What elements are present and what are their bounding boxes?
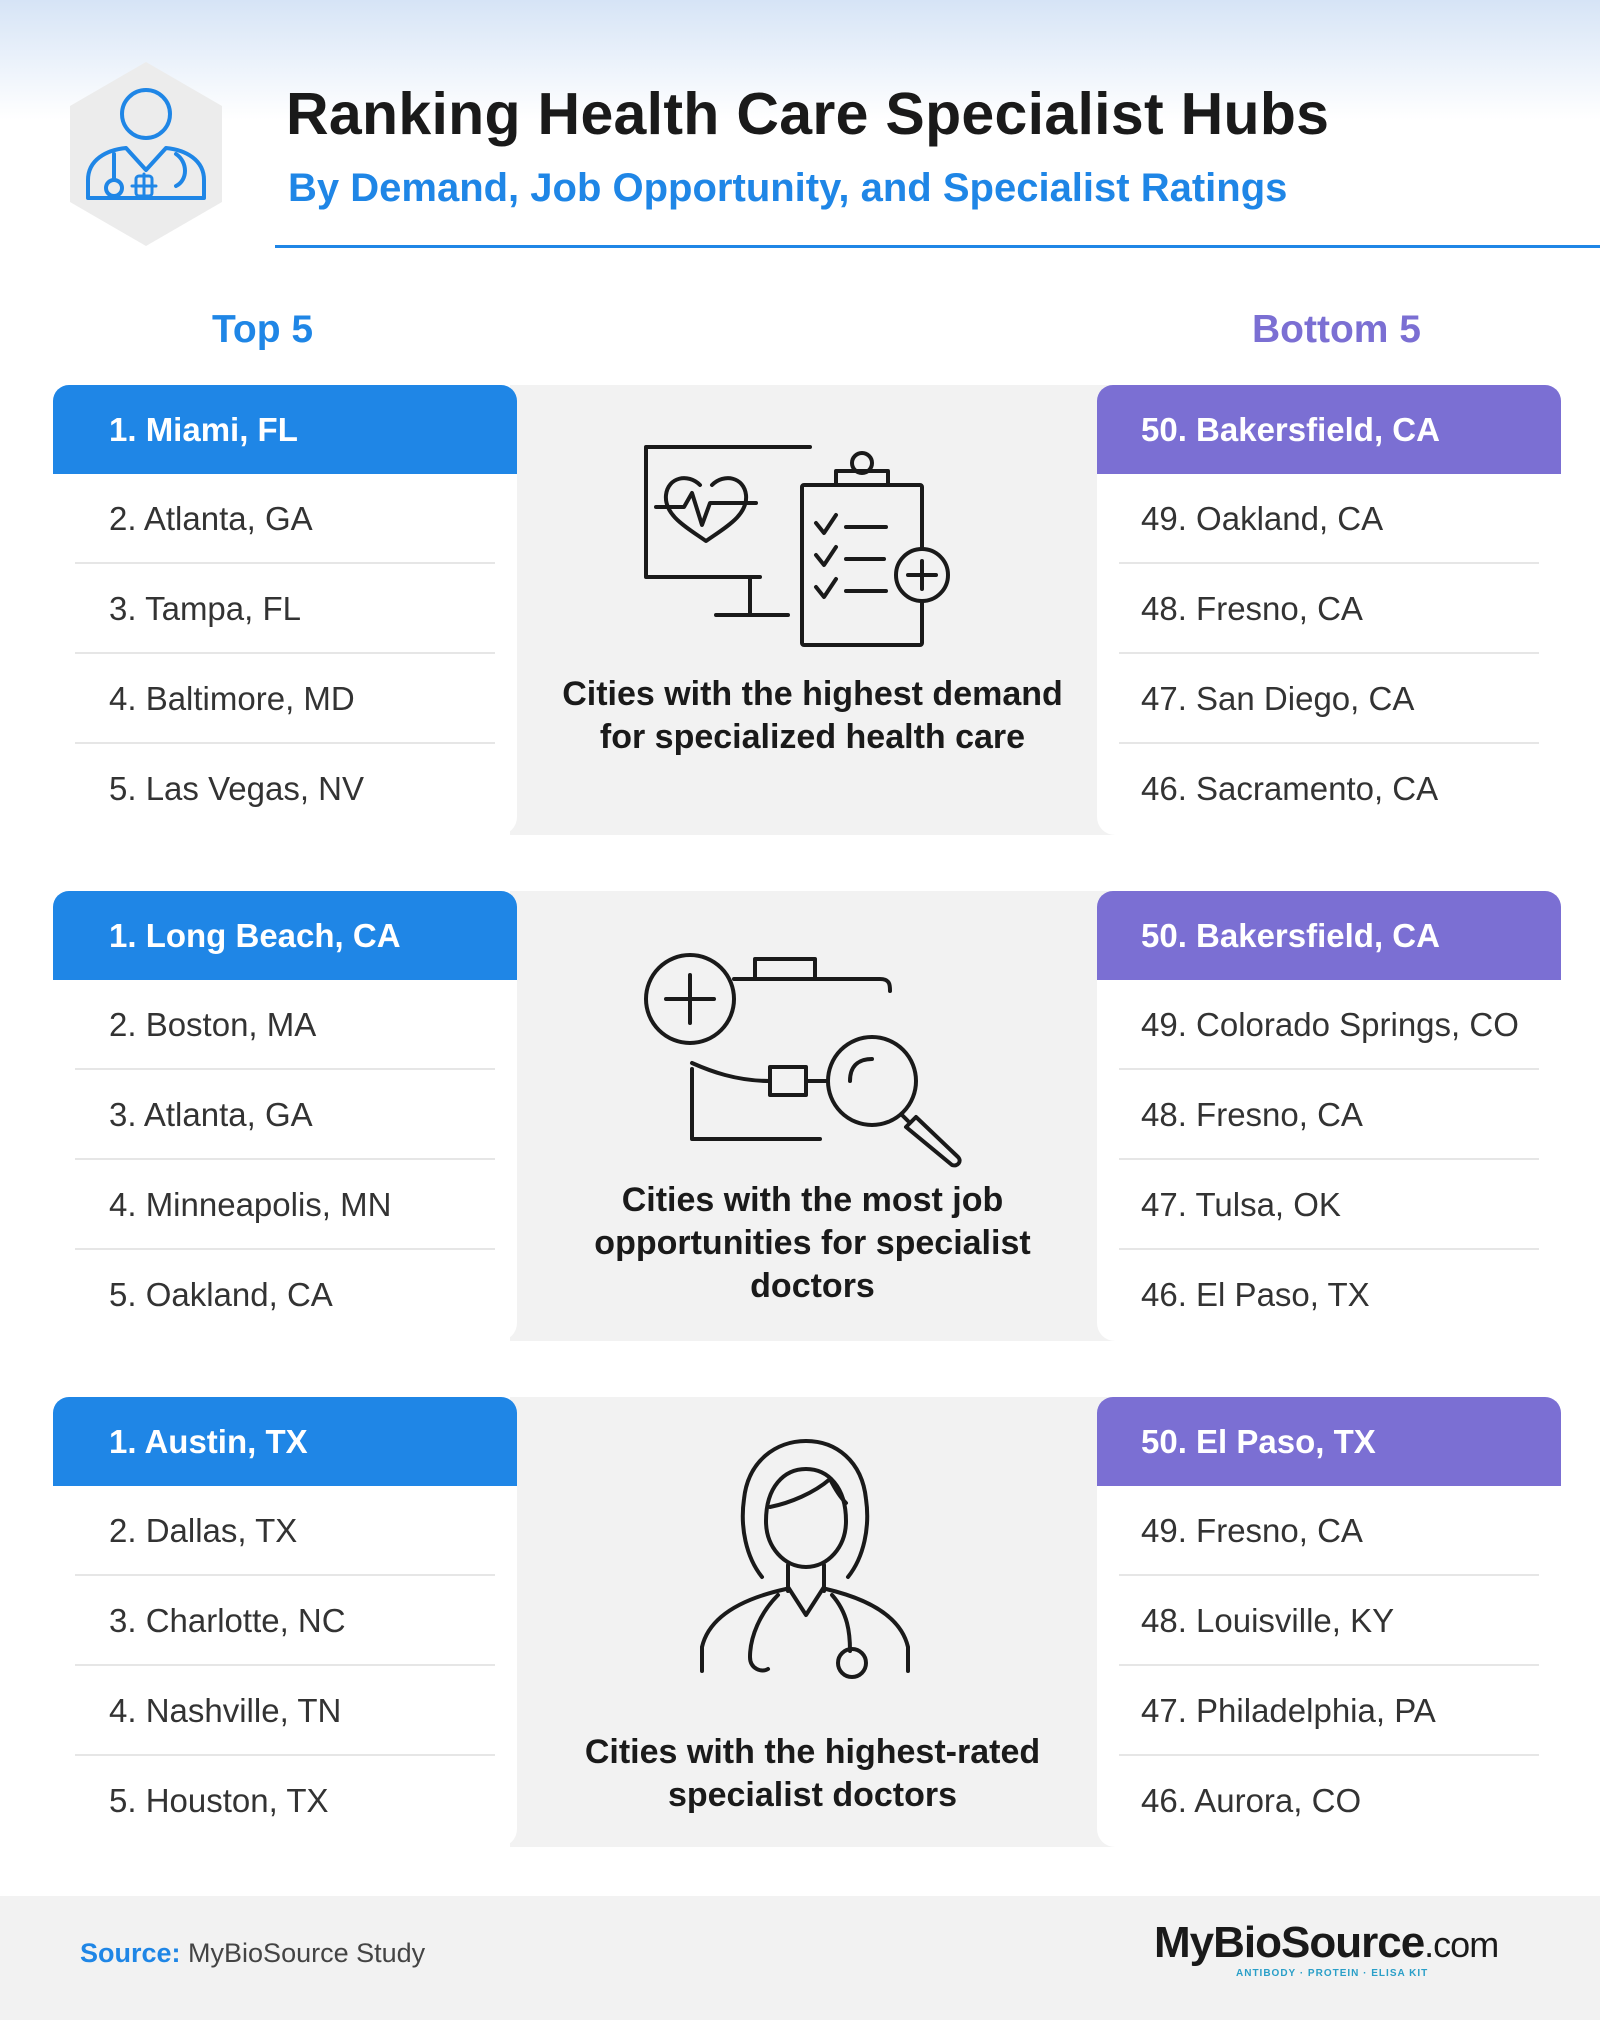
list-item: 4. Baltimore, MD — [53, 654, 517, 744]
top-5-list: 1. Long Beach, CA 2. Boston, MA 3. Atlan… — [53, 891, 517, 1341]
list-item: 5. Oakland, CA — [109, 1276, 333, 1313]
list-item: 46. Sacramento, CA — [1141, 770, 1439, 807]
bottom-5-list: 50. El Paso, TX 49. Fresno, CA 48. Louis… — [1097, 1397, 1561, 1847]
female-doctor-icon — [700, 1439, 910, 1679]
list-item: 5. Houston, TX — [109, 1782, 329, 1819]
list-item: 2. Dallas, TX — [53, 1486, 517, 1576]
source-text: MyBioSource Study — [188, 1938, 426, 1968]
top-5-list: 1. Miami, FL 2. Atlanta, GA 3. Tampa, FL… — [53, 385, 517, 835]
source-note: Source: MyBioSource Study — [80, 1938, 425, 1969]
bottom-5-list: 50. Bakersfield, CA 49. Colorado Springs… — [1097, 891, 1561, 1341]
logo-main: MyBioSource — [1154, 1918, 1425, 1967]
list-item: 46. Aurora, CO — [1141, 1782, 1362, 1819]
section-caption: Cities with the highest-rated specialist… — [584, 1733, 1041, 1814]
section-caption: Cities with the highest demand for speci… — [562, 675, 1063, 756]
list-item: 47. Philadelphia, PA — [1097, 1666, 1561, 1756]
list-item: 2. Atlanta, GA — [53, 474, 517, 564]
section-demand: 1. Miami, FL 2. Atlanta, GA 3. Tampa, FL… — [0, 385, 1600, 835]
list-item-rank-1: 1. Austin, TX — [53, 1397, 517, 1486]
doctor-icon — [70, 62, 222, 246]
mybiosource-logo: MyBioSource.com ANTIBODY · PROTEIN · ELI… — [1154, 1918, 1524, 1988]
list-item-rank-1: 1. Miami, FL — [53, 385, 517, 474]
page-subtitle: By Demand, Job Opportunity, and Speciali… — [288, 166, 1288, 210]
list-item: 4. Nashville, TN — [53, 1666, 517, 1756]
center-panel — [510, 1397, 1115, 1847]
logo-wordmark: MyBioSource.com — [1154, 1918, 1499, 1968]
top-gradient — [0, 0, 1600, 120]
logo-tagline: ANTIBODY · PROTEIN · ELISA KIT — [1236, 1968, 1429, 1979]
monitor-clipboard-icon — [644, 445, 950, 647]
top-5-heading: Top 5 — [212, 308, 314, 351]
bottom-5-heading: Bottom 5 — [1252, 308, 1421, 351]
list-item-rank-50: 50. Bakersfield, CA — [1097, 891, 1561, 980]
section-caption: Cities with the most job opportunities f… — [594, 1181, 1031, 1305]
center-panel — [510, 385, 1115, 835]
section-job-opportunity: 1. Long Beach, CA 2. Boston, MA 3. Atlan… — [0, 891, 1600, 1341]
list-item: 46. El Paso, TX — [1141, 1276, 1370, 1313]
list-item: 49. Oakland, CA — [1097, 474, 1561, 564]
list-item: 48. Fresno, CA — [1097, 1070, 1561, 1160]
list-item: 3. Charlotte, NC — [53, 1576, 517, 1666]
list-item: 47. San Diego, CA — [1097, 654, 1561, 744]
logo-suffix: .com — [1424, 1924, 1499, 1965]
source-label: Source: — [80, 1938, 181, 1968]
list-item: 48. Louisville, KY — [1097, 1576, 1561, 1666]
list-item: 3. Atlanta, GA — [53, 1070, 517, 1160]
list-item: 48. Fresno, CA — [1097, 564, 1561, 654]
list-item: 49. Fresno, CA — [1097, 1486, 1561, 1576]
list-item: 4. Minneapolis, MN — [53, 1160, 517, 1250]
center-panel — [510, 891, 1115, 1341]
briefcase-search-icon — [644, 953, 962, 1168]
list-item: 49. Colorado Springs, CO — [1097, 980, 1561, 1070]
page-title: Ranking Health Care Specialist Hubs — [286, 81, 1330, 147]
header-divider — [275, 245, 1600, 248]
footer: Source: MyBioSource Study MyBioSource.co… — [0, 1896, 1600, 2020]
list-item-rank-50: 50. El Paso, TX — [1097, 1397, 1561, 1486]
list-item: 47. Tulsa, OK — [1097, 1160, 1561, 1250]
list-item-rank-50: 50. Bakersfield, CA — [1097, 385, 1561, 474]
list-item: 3. Tampa, FL — [53, 564, 517, 654]
section-ratings: 1. Austin, TX 2. Dallas, TX 3. Charlotte… — [0, 1397, 1600, 1847]
bottom-5-list: 50. Bakersfield, CA 49. Oakland, CA 48. … — [1097, 385, 1561, 835]
list-item: 2. Boston, MA — [53, 980, 517, 1070]
top-5-list: 1. Austin, TX 2. Dallas, TX 3. Charlotte… — [53, 1397, 517, 1847]
list-item-rank-1: 1. Long Beach, CA — [53, 891, 517, 980]
list-item: 5. Las Vegas, NV — [109, 770, 364, 807]
